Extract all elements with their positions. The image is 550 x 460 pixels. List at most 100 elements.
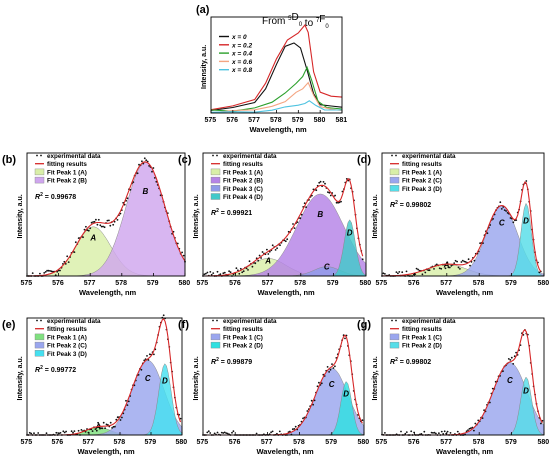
data-point <box>286 238 289 241</box>
data-point <box>153 353 155 356</box>
data-point <box>213 432 216 435</box>
title-part: 5 <box>288 16 292 22</box>
data-point <box>329 368 332 371</box>
legend-swatch <box>389 333 400 341</box>
legend-swatch <box>210 185 221 192</box>
data-point <box>44 271 47 273</box>
data-point <box>540 422 542 425</box>
data-point <box>56 270 59 273</box>
legend-entry: experimental data <box>223 318 277 325</box>
data-point <box>491 387 494 390</box>
r-squared: R2 = 0.99879 <box>211 357 252 366</box>
panel-tag: (f) <box>178 319 189 331</box>
data-point <box>463 260 466 263</box>
data-point <box>522 334 525 336</box>
data-point <box>100 225 103 228</box>
data-point <box>449 432 452 434</box>
data-point <box>245 267 248 270</box>
data-point <box>261 251 264 253</box>
r-squared: R2 = 0.99678 <box>35 192 76 201</box>
data-point <box>322 181 325 183</box>
x-tick-label: 576 <box>408 280 420 287</box>
data-point <box>126 404 129 406</box>
data-point <box>103 226 106 229</box>
data-point <box>384 432 386 434</box>
data-point <box>203 273 206 276</box>
plot-frame <box>381 317 545 436</box>
legend-entry: Fit Peak 1 (A) <box>47 169 87 176</box>
legend-swatch <box>216 154 218 157</box>
x-tick-label: 579 <box>325 439 337 446</box>
data-point <box>450 264 453 267</box>
panel-tag: (a) <box>196 4 210 16</box>
data-point <box>300 213 303 216</box>
legend-entry: experimental data <box>47 153 101 160</box>
legend-entry: experimental data <box>402 318 456 325</box>
data-point <box>212 272 215 274</box>
x-tick-label: 575 <box>197 280 209 287</box>
fit-peak-area <box>27 363 183 436</box>
data-point <box>62 430 65 433</box>
panel-tag: (e) <box>2 319 16 331</box>
title-part: 7 <box>316 18 320 24</box>
data-point <box>179 417 182 420</box>
x-tick-label: 576 <box>52 439 64 446</box>
data-point <box>220 431 223 434</box>
legend-swatch <box>391 319 393 322</box>
data-point <box>279 244 281 247</box>
data-point <box>293 428 296 430</box>
data-point <box>255 432 258 435</box>
data-point <box>332 367 335 369</box>
data-point <box>109 224 112 227</box>
r2-exponent: 2 <box>40 365 43 371</box>
peak-label: D <box>523 386 529 395</box>
data-point <box>502 370 504 372</box>
legend-swatch <box>395 154 397 157</box>
legend-entry: Fit Peak 2 (B) <box>47 178 87 185</box>
x-tick-label: 576 <box>226 117 238 124</box>
data-point <box>293 227 296 230</box>
r2-symbol: R <box>35 194 40 201</box>
data-point <box>87 229 90 232</box>
x-tick-label: 575 <box>376 280 388 287</box>
data-point <box>382 272 385 275</box>
legend-swatch <box>210 333 221 341</box>
data-point <box>473 429 475 432</box>
legend-swatch <box>389 341 400 349</box>
data-point <box>105 423 108 426</box>
data-point <box>302 417 304 420</box>
x-tick-label: 580 <box>538 439 550 446</box>
data-point <box>242 270 245 273</box>
data-point <box>141 160 143 163</box>
data-point <box>512 221 515 224</box>
data-point <box>260 257 262 259</box>
data-point <box>435 263 438 266</box>
x-tick-label: 575 <box>376 439 388 446</box>
data-point <box>93 220 96 223</box>
fit-line <box>203 177 364 277</box>
data-point <box>115 418 118 421</box>
data-point <box>66 255 69 258</box>
data-point <box>155 180 158 183</box>
data-point <box>222 432 225 434</box>
data-point <box>326 366 329 368</box>
y-axis-label: Intensity, a.u. <box>201 45 208 89</box>
x-tick-label: 578 <box>473 439 485 446</box>
data-point <box>127 400 130 403</box>
r2-value: = 0.99921 <box>219 210 252 217</box>
legend-entry: x = 0.2 <box>231 42 252 49</box>
data-point <box>499 201 502 204</box>
data-point <box>143 157 146 160</box>
data-point <box>334 194 336 197</box>
data-point <box>104 427 106 430</box>
data-point <box>152 167 155 169</box>
x-tick-label: 577 <box>83 439 95 446</box>
r2-exponent: 2 <box>216 357 219 363</box>
y-axis-label: Intensity, a.u. <box>372 194 379 238</box>
x-tick-label: 578 <box>270 117 282 124</box>
data-point <box>96 223 99 226</box>
data-point <box>241 271 244 274</box>
legend-entry: Fit Peak 4 (D) <box>223 194 263 201</box>
data-point <box>456 260 458 263</box>
